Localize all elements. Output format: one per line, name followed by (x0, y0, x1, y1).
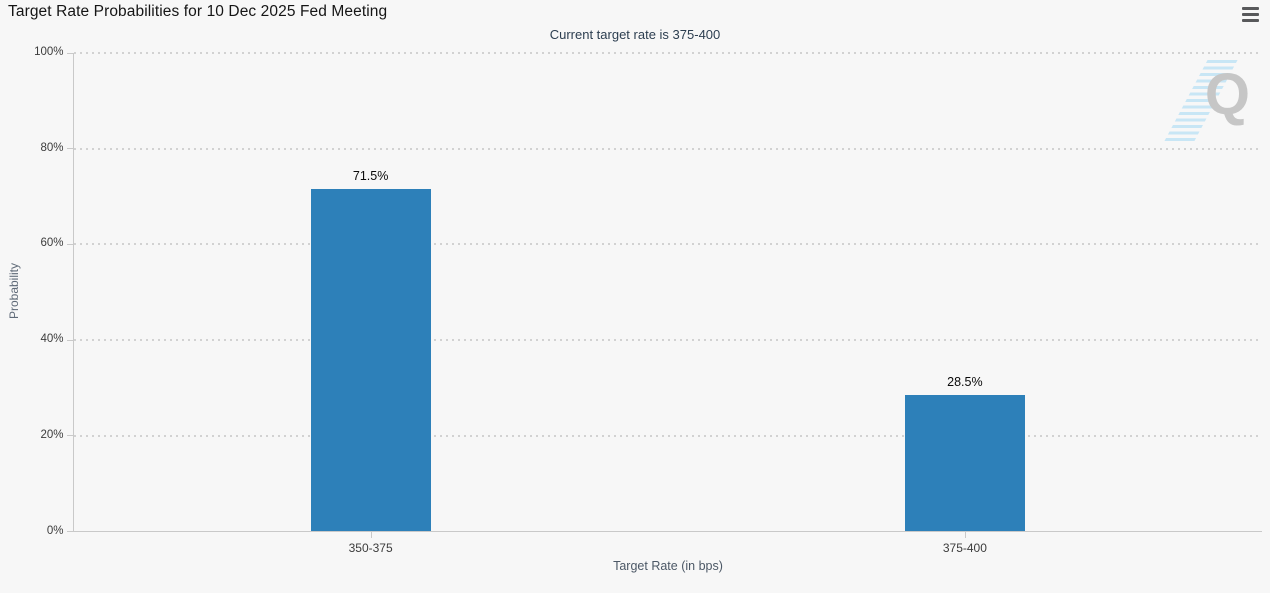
x-axis-baseline (73, 531, 1262, 532)
y-axis-line (73, 53, 74, 532)
y-axis-tick-label: 20% (40, 428, 64, 441)
x-axis-tick-label: 350-375 (348, 541, 393, 555)
hamburger-bar (1242, 7, 1259, 11)
quikstrike-flash-stripes-icon (1164, 60, 1238, 141)
current-target-rate-subtitle: Current target rate is 375-400 (549, 27, 721, 42)
hamburger-bar (1242, 12, 1259, 17)
x-axis-tick-label: 375-400 (942, 541, 987, 555)
probability-bar (904, 395, 1025, 532)
x-axis-tick (370, 532, 372, 538)
gridline (73, 147, 1262, 150)
hamburger-bar (1242, 18, 1259, 22)
probability-bar (310, 189, 431, 532)
bar-value-label: 28.5% (947, 375, 983, 390)
gridline (73, 243, 1262, 246)
quikstrike-watermark-logo: Q (1164, 58, 1256, 143)
x-axis-title: Target Rate (in bps) (613, 559, 723, 573)
quikstrike-q-icon: Q (1204, 62, 1250, 127)
y-axis-tick (67, 243, 73, 245)
y-axis-tick (67, 435, 73, 437)
y-axis-tick (67, 52, 73, 54)
gridline (73, 434, 1262, 437)
y-axis-tick-label: 0% (46, 524, 64, 537)
y-axis-tick-label: 80% (40, 141, 64, 154)
gridline (73, 339, 1262, 342)
gridline (73, 52, 1262, 54)
x-axis-tick (964, 532, 966, 538)
hamburger-menu-icon[interactable] (1242, 7, 1259, 22)
y-axis-tick (67, 339, 73, 341)
y-axis-tick-label: 60% (40, 237, 64, 250)
chart-title: Target Rate Probabilities for 10 Dec 202… (8, 3, 388, 20)
y-axis-tick-label: 40% (40, 333, 64, 346)
y-axis-title: Probability (7, 262, 21, 320)
y-axis-tick-label: 100% (34, 46, 64, 58)
y-axis-tick (67, 148, 73, 150)
y-axis-tick (67, 531, 73, 532)
bar-value-label: 71.5% (352, 169, 389, 184)
